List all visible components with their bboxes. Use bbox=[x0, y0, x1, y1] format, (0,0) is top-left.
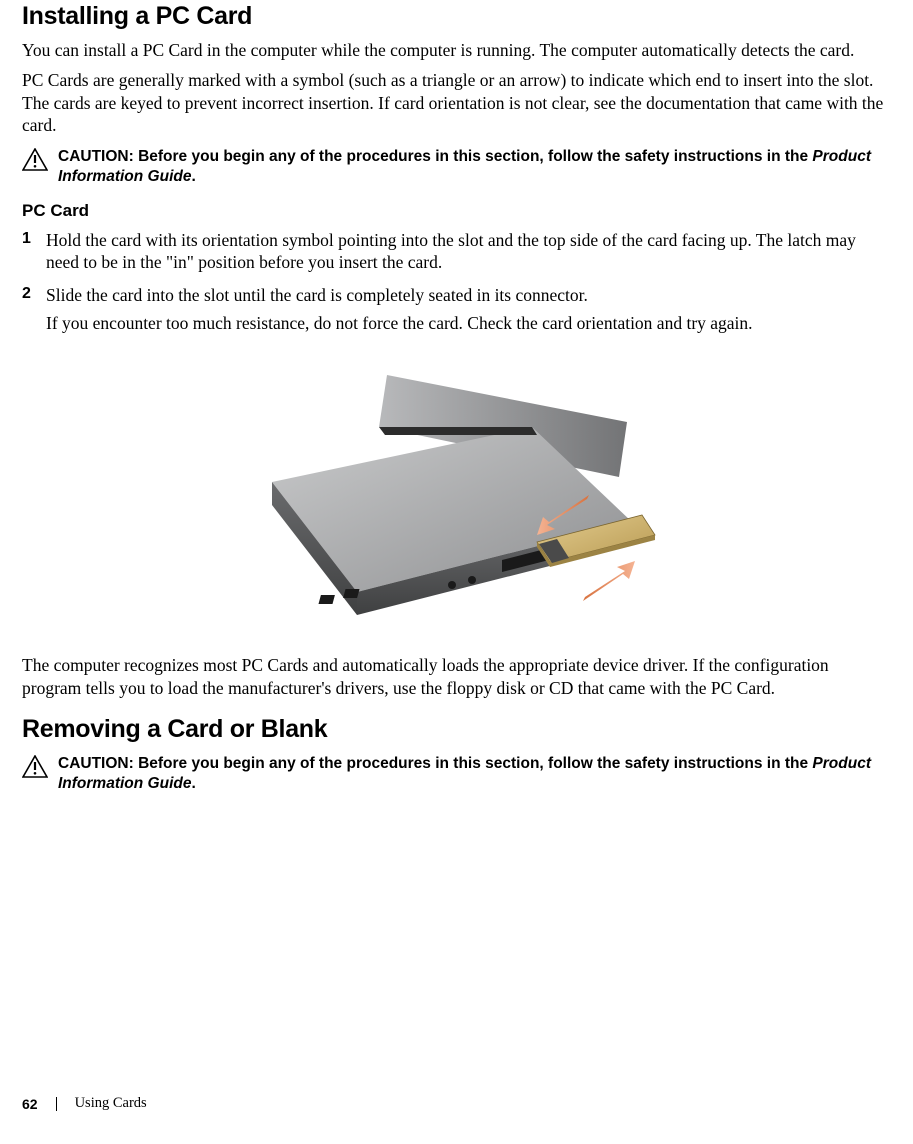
footer-section-name: Using Cards bbox=[75, 1095, 147, 1112]
figure-laptop-pc-card bbox=[22, 352, 891, 632]
page-number: 62 bbox=[22, 1096, 38, 1112]
step-2-note: If you encounter too much resistance, do… bbox=[46, 312, 891, 334]
step-number-1: 1 bbox=[22, 229, 31, 249]
caution-text-2: CAUTION: Before you begin any of the pro… bbox=[58, 754, 891, 794]
subsection-pc-card: PC Card bbox=[22, 201, 891, 221]
caution-block-2: CAUTION: Before you begin any of the pro… bbox=[22, 754, 891, 794]
caution-icon bbox=[22, 755, 48, 783]
step-1: 1 Hold the card with its orientation sym… bbox=[46, 229, 891, 274]
heading-removing-card: Removing a Card or Blank bbox=[22, 715, 891, 744]
intro-paragraph-1: You can install a PC Card in the compute… bbox=[22, 39, 891, 61]
step-number-2: 2 bbox=[22, 284, 31, 304]
intro-paragraph-2: PC Cards are generally marked with a sym… bbox=[22, 69, 891, 136]
steps-list: 1 Hold the card with its orientation sym… bbox=[22, 229, 891, 335]
caution-block-1: CAUTION: Before you begin any of the pro… bbox=[22, 147, 891, 187]
step-2: 2 Slide the card into the slot until the… bbox=[46, 284, 891, 335]
caution-icon bbox=[22, 148, 48, 176]
step-2-text: Slide the card into the slot until the c… bbox=[46, 285, 588, 305]
caution-body-2: Before you begin any of the procedures i… bbox=[138, 755, 812, 772]
footer-divider bbox=[56, 1097, 57, 1111]
laptop-illustration bbox=[237, 367, 677, 617]
caution-end-2: . bbox=[191, 775, 195, 792]
step-1-text: Hold the card with its orientation symbo… bbox=[46, 230, 856, 272]
heading-installing-pc-card: Installing a PC Card bbox=[22, 2, 891, 31]
caution-text-1: CAUTION: Before you begin any of the pro… bbox=[58, 147, 891, 187]
page-footer: 62 Using Cards bbox=[22, 1095, 147, 1112]
caution-body: Before you begin any of the procedures i… bbox=[138, 148, 812, 165]
caution-end: . bbox=[191, 168, 195, 185]
post-figure-paragraph: The computer recognizes most PC Cards an… bbox=[22, 654, 891, 699]
caution-label: CAUTION: bbox=[58, 148, 138, 165]
caution-label-2: CAUTION: bbox=[58, 755, 138, 772]
